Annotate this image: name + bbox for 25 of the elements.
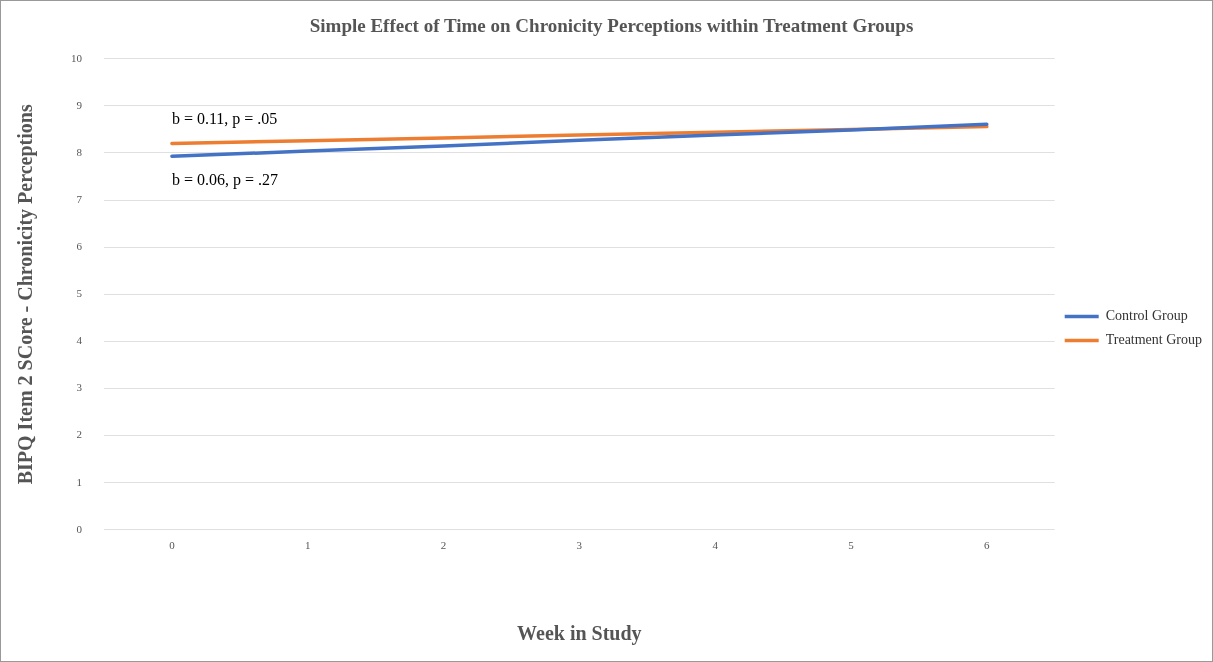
y-tick-label: 1 bbox=[76, 475, 82, 488]
y-tick-label: 9 bbox=[76, 98, 83, 111]
y-tick-label: 3 bbox=[76, 381, 83, 394]
x-tick-label: 4 bbox=[712, 539, 719, 552]
x-tick-label: 6 bbox=[984, 539, 991, 552]
x-tick-label: 5 bbox=[848, 539, 855, 552]
legend-label: Control Group bbox=[1105, 308, 1188, 324]
legend-label: Treatment Group bbox=[1105, 332, 1203, 348]
x-tick-label: 2 bbox=[440, 539, 447, 552]
y-tick-label: 2 bbox=[76, 428, 82, 441]
x-tick-label: 3 bbox=[576, 539, 583, 552]
annotation: b = 0.06, p = .27 bbox=[171, 170, 278, 189]
y-tick-label: 7 bbox=[76, 192, 83, 205]
y-tick-label: 0 bbox=[76, 522, 83, 535]
y-tick-label: 6 bbox=[76, 240, 83, 253]
x-axis-title: Week in Study bbox=[517, 622, 642, 646]
x-tick-label: 1 bbox=[304, 539, 311, 552]
y-tick-label: 10 bbox=[71, 51, 83, 64]
y-tick-label: 8 bbox=[76, 145, 83, 158]
y-tick-label: 5 bbox=[76, 287, 83, 300]
y-tick-label: 4 bbox=[76, 334, 83, 347]
x-tick-label: 0 bbox=[169, 539, 176, 552]
chart-title: Simple Effect of Time on Chronicity Perceptions within Treatment Groups bbox=[309, 15, 914, 37]
annotation: b = 0.11, p = .05 bbox=[171, 109, 278, 128]
y-axis-title: BIPQ Item 2 SCore - Chronicity Perceptions bbox=[14, 104, 38, 485]
